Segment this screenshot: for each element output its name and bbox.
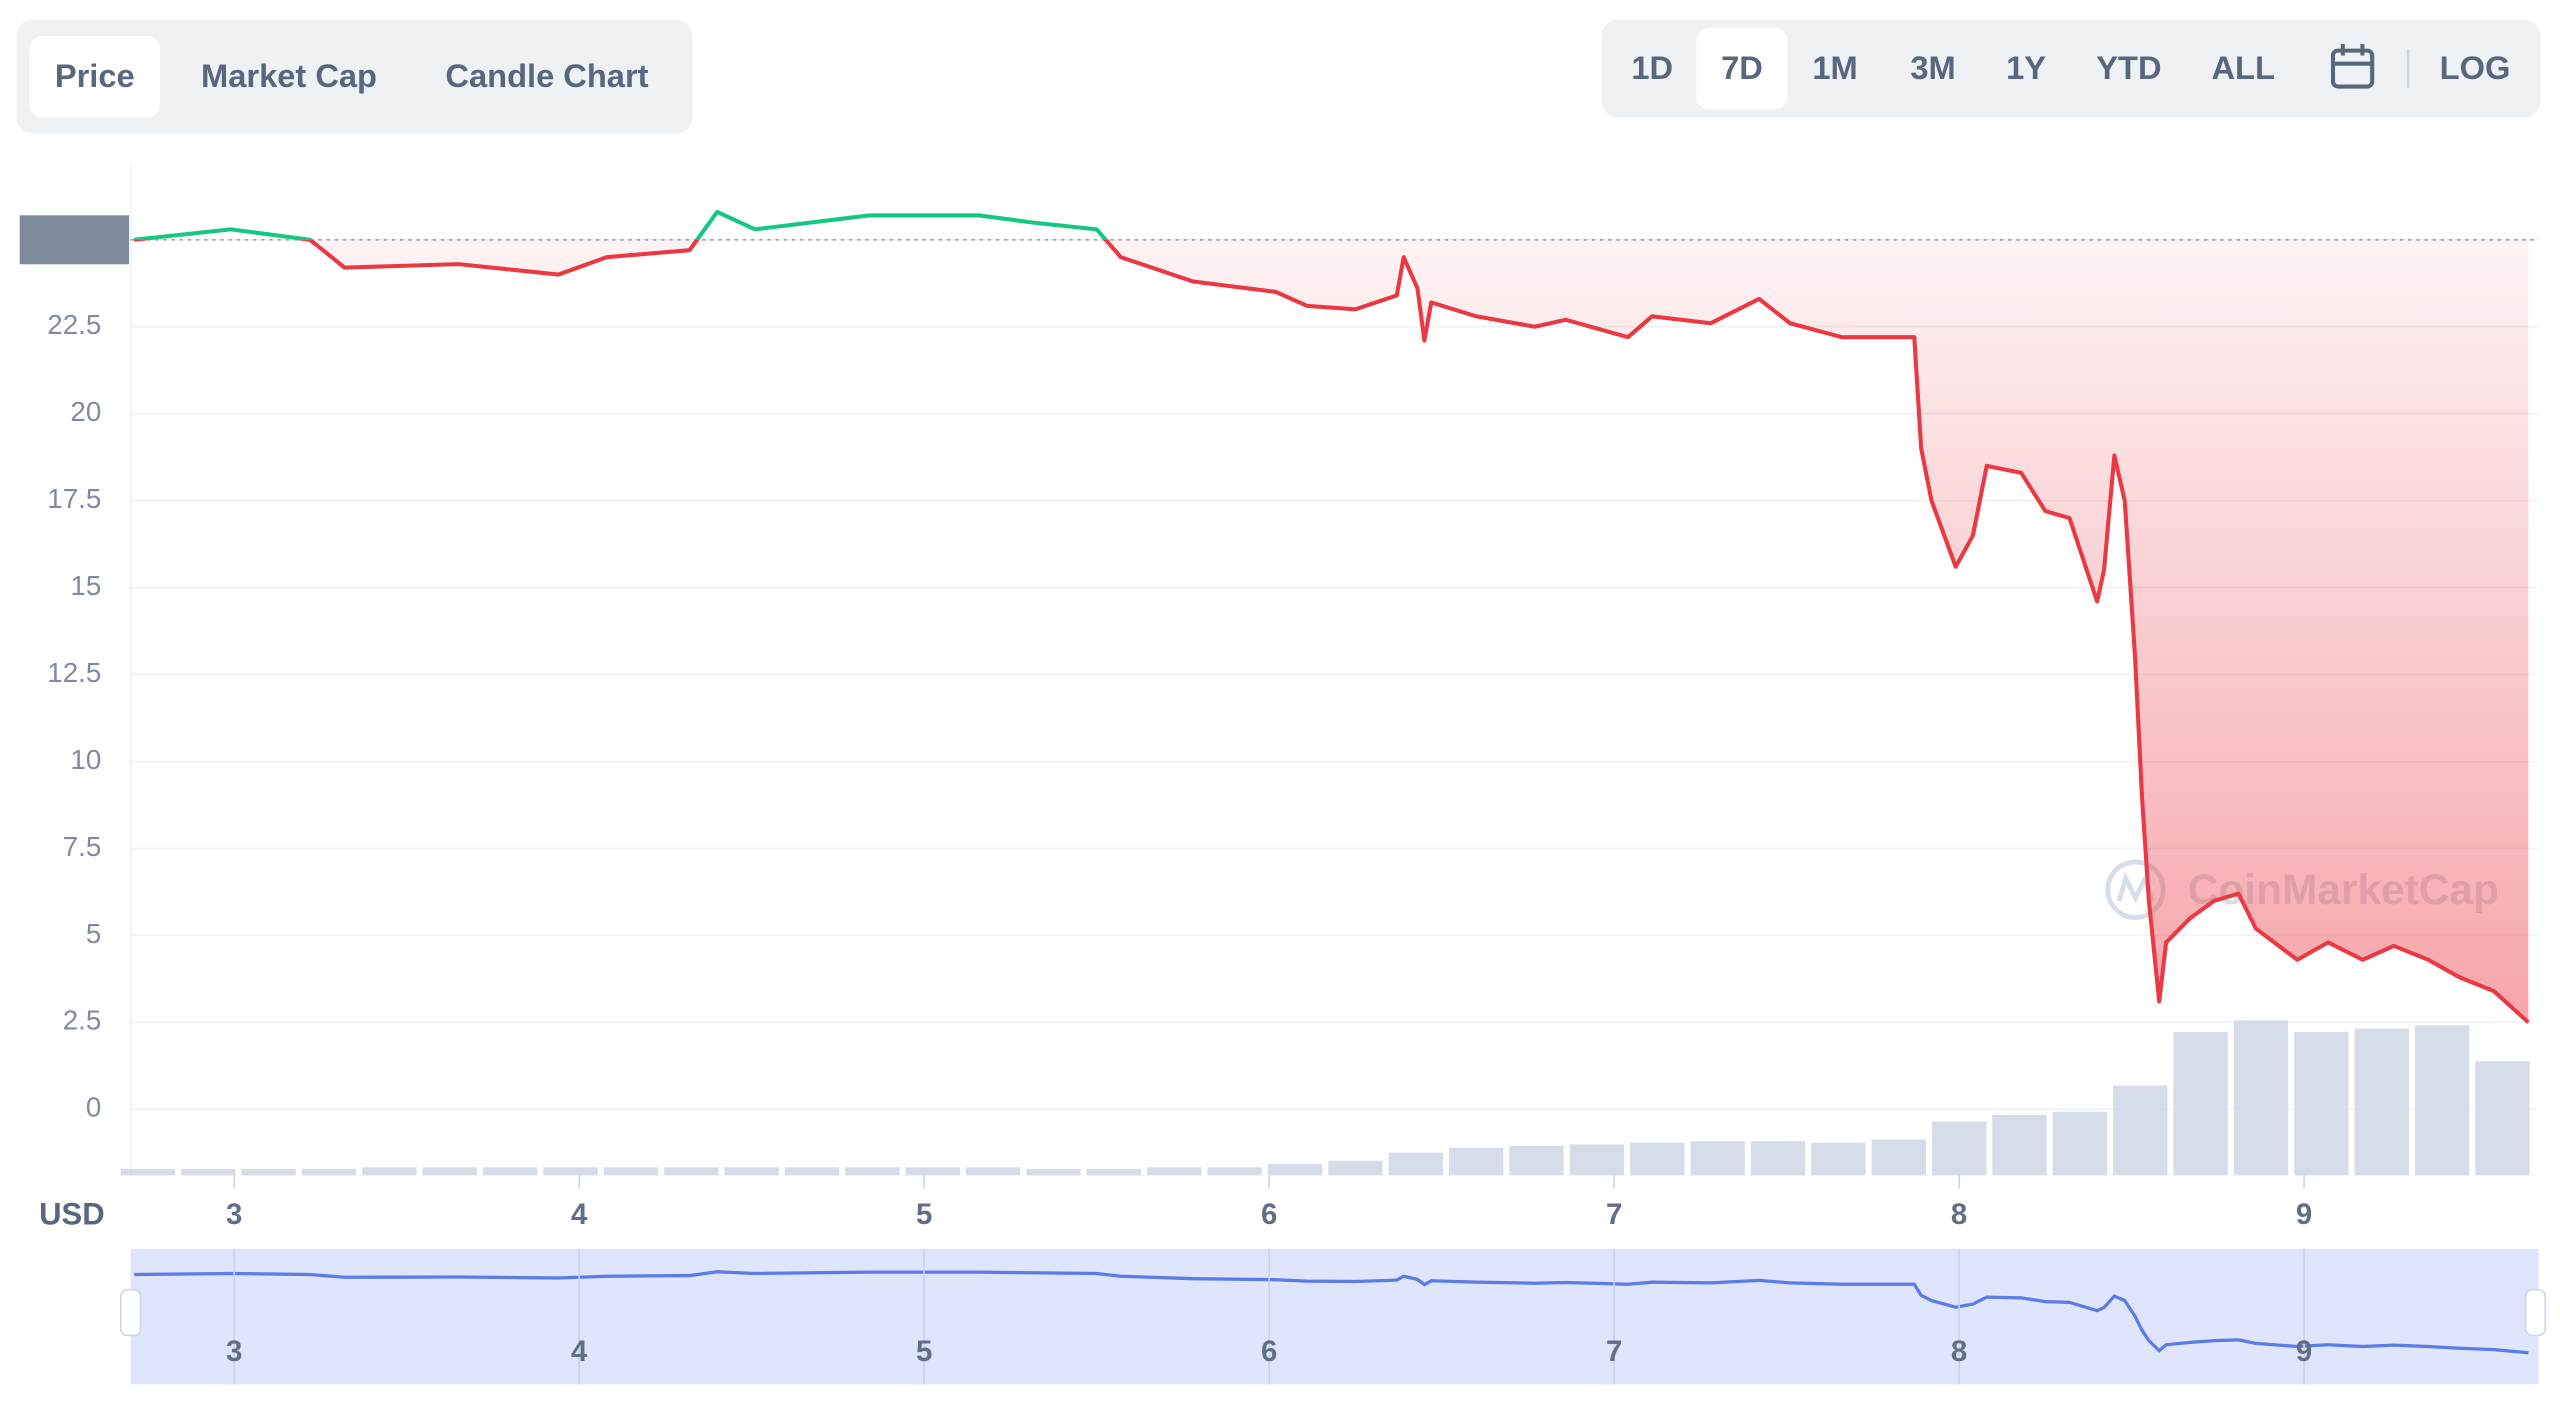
volume-bar bbox=[1147, 1167, 1202, 1176]
y-tick-label: 17.5 bbox=[47, 483, 101, 514]
volume-bar bbox=[1690, 1141, 1745, 1176]
y-tick-label: 10 bbox=[70, 744, 101, 775]
volume-bar bbox=[1207, 1167, 1262, 1176]
volume-bar bbox=[1569, 1144, 1625, 1176]
navigator-tick-label: 5 bbox=[916, 1335, 932, 1368]
navigator-tick-label: 8 bbox=[1951, 1335, 1967, 1368]
navigator-bg bbox=[130, 1248, 2539, 1385]
navigator-handle[interactable] bbox=[120, 1288, 142, 1337]
tab-button[interactable]: Candle Chart bbox=[445, 57, 648, 94]
volume-bar bbox=[2354, 1028, 2409, 1176]
tab-group bbox=[16, 19, 693, 134]
range-group bbox=[1601, 19, 2541, 118]
volume-bar bbox=[664, 1167, 719, 1176]
volume-bar bbox=[2052, 1111, 2108, 1176]
y-tick-label: 5 bbox=[86, 918, 101, 949]
volume-bar bbox=[1448, 1147, 1504, 1176]
navigator-tick-label: 4 bbox=[571, 1335, 588, 1368]
x-tick-label: 4 bbox=[571, 1198, 588, 1231]
x-tick-label: 3 bbox=[226, 1198, 242, 1231]
volume-bar bbox=[422, 1167, 477, 1176]
range-button[interactable]: YTD bbox=[2096, 49, 2161, 86]
volume-bar bbox=[120, 1168, 176, 1176]
volume-bar bbox=[1811, 1142, 1866, 1176]
volume-bar bbox=[181, 1168, 236, 1176]
volume-bar bbox=[2233, 1020, 2289, 1176]
price-area bbox=[134, 239, 2529, 1023]
y-tick-label: 7.5 bbox=[63, 831, 102, 862]
navigator-tick-label: 9 bbox=[2296, 1335, 2312, 1368]
volume-bar bbox=[1992, 1115, 2047, 1176]
volume-bar bbox=[965, 1167, 1021, 1176]
volume-bar bbox=[784, 1167, 840, 1176]
range-button[interactable]: 1Y bbox=[2006, 49, 2046, 86]
volume-bar bbox=[1509, 1146, 1564, 1176]
range-button[interactable]: 3M bbox=[1910, 49, 1955, 86]
y-tick-label: 0 bbox=[86, 1092, 101, 1123]
volume-bar bbox=[603, 1167, 659, 1176]
volume-bar bbox=[1630, 1142, 1685, 1176]
volume-bar bbox=[2414, 1025, 2470, 1176]
navigator-line bbox=[134, 1270, 2529, 1355]
volume-bar bbox=[1871, 1139, 1926, 1176]
log-toggle[interactable]: LOG bbox=[2440, 49, 2511, 86]
price-line bbox=[133, 209, 2530, 1024]
x-tick-label: 7 bbox=[1606, 1198, 1622, 1231]
volume-bar bbox=[362, 1167, 417, 1176]
volume-bar bbox=[1931, 1121, 1987, 1176]
y-tick-label: 20 bbox=[70, 396, 101, 427]
volume-bar bbox=[845, 1167, 900, 1176]
volume-bar bbox=[905, 1167, 960, 1176]
navigator-tick-label: 7 bbox=[1606, 1335, 1622, 1368]
unit-label: USD bbox=[39, 1196, 104, 1231]
reference-label-box bbox=[19, 215, 130, 265]
tab-button[interactable]: Market Cap bbox=[201, 57, 377, 94]
x-tick-label: 6 bbox=[1261, 1198, 1277, 1231]
volume-bar bbox=[241, 1168, 296, 1176]
volume-bar bbox=[724, 1167, 779, 1176]
range-button[interactable]: ALL bbox=[2211, 49, 2274, 86]
volume-bar bbox=[2294, 1031, 2349, 1176]
volume-bar bbox=[2475, 1061, 2530, 1176]
volume-bar bbox=[1086, 1168, 1142, 1176]
active-range-bg bbox=[1696, 27, 1788, 110]
navigator-handle[interactable] bbox=[2524, 1288, 2547, 1337]
calendar-button[interactable] bbox=[2330, 44, 2375, 89]
y-tick-label: 15 bbox=[70, 570, 101, 601]
navigator-tick-label: 6 bbox=[1261, 1335, 1277, 1368]
volume-bar bbox=[482, 1167, 538, 1176]
tab-button[interactable]: Price bbox=[55, 57, 135, 94]
navigator-tick-label: 3 bbox=[226, 1335, 242, 1368]
active-tab-bg bbox=[29, 35, 161, 118]
range-button[interactable]: 7D bbox=[1721, 49, 1763, 86]
y-tick-label: 25.0 bbox=[47, 222, 101, 253]
volume-bar bbox=[1388, 1152, 1443, 1176]
volume-bar bbox=[1328, 1160, 1383, 1176]
volume-bar bbox=[1267, 1164, 1323, 1176]
volume-bar bbox=[2113, 1085, 2168, 1176]
volume-bar bbox=[2173, 1031, 2228, 1176]
volume-bar bbox=[543, 1167, 598, 1176]
range-button[interactable]: 1M bbox=[1812, 49, 1857, 86]
y-tick-label: 12.5 bbox=[47, 657, 101, 688]
volume-bar bbox=[1750, 1141, 1806, 1176]
volume-bar bbox=[1026, 1168, 1081, 1176]
y-tick-label: 22.5 bbox=[47, 309, 101, 340]
x-tick-label: 5 bbox=[916, 1198, 932, 1231]
y-tick-label: 2.5 bbox=[63, 1005, 102, 1036]
range-button[interactable]: 1D bbox=[1631, 49, 1673, 86]
volume-bar bbox=[301, 1168, 357, 1176]
x-tick-label: 9 bbox=[2296, 1198, 2312, 1231]
x-tick-label: 8 bbox=[1951, 1198, 1967, 1231]
